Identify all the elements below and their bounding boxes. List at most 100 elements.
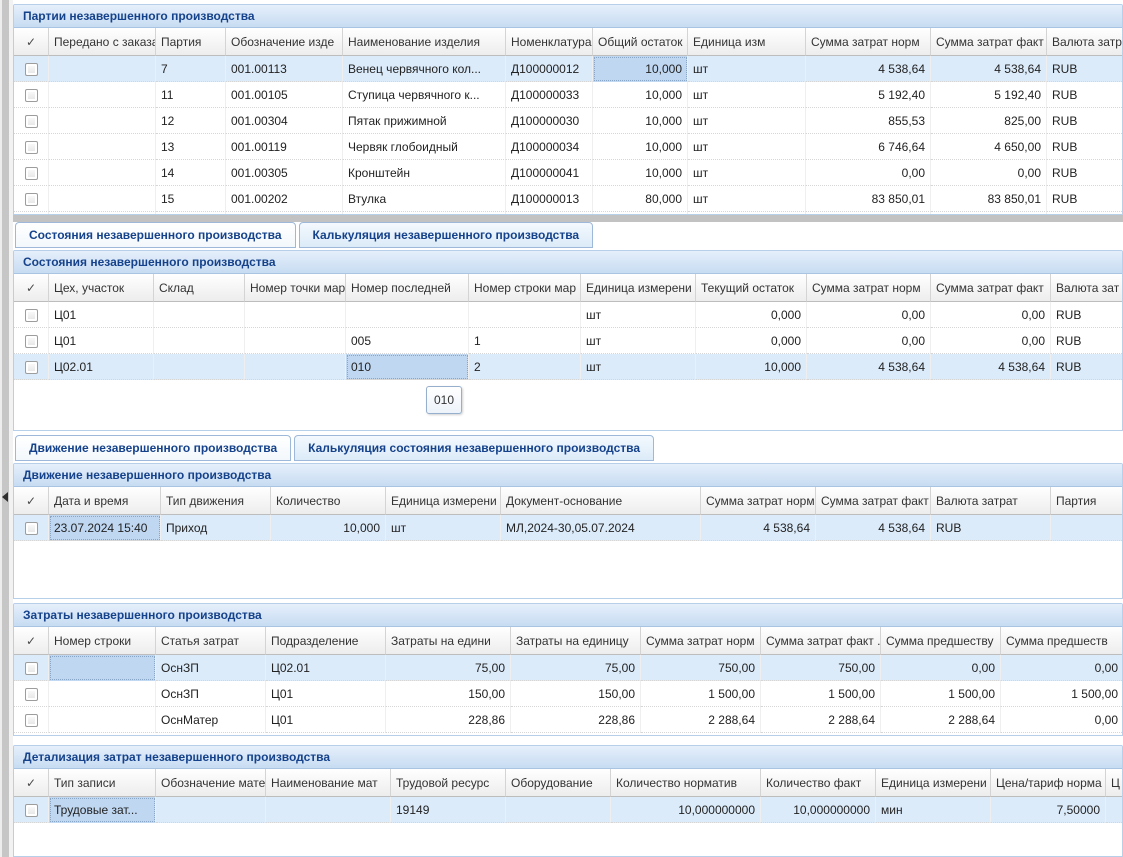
grid-cell[interactable]: 4 650,00: [931, 134, 1047, 160]
tab-states[interactable]: Состояния незавершенного производства: [15, 222, 296, 248]
grid-cell[interactable]: 10,000000000: [611, 797, 761, 823]
grid-cell[interactable]: 21: [156, 212, 226, 214]
grid-cell[interactable]: 001.00105: [226, 82, 343, 108]
column-header[interactable]: Цена/тариф норма: [991, 769, 1106, 797]
grid-cell[interactable]: 1 500,00: [761, 681, 881, 707]
row-checkbox-cell[interactable]: [14, 56, 49, 82]
grid-cell[interactable]: 10,000000000: [761, 797, 876, 823]
row-checkbox-cell[interactable]: [14, 160, 49, 186]
grid-cell[interactable]: Д100000030: [506, 108, 593, 134]
column-header[interactable]: Количество факт: [761, 769, 876, 797]
column-header[interactable]: Трудовой ресурс: [391, 769, 506, 797]
grid-cell[interactable]: 7: [156, 56, 226, 82]
table-row[interactable]: 14 001.00305 Кронштейн Д100000041 10,000 шт 0,…: [14, 160, 1122, 186]
grid-cell[interactable]: RUB: [1047, 134, 1122, 160]
row-checkbox-cell[interactable]: [14, 108, 49, 134]
row-checkbox[interactable]: [24, 661, 38, 675]
grid-cell[interactable]: 228,86: [511, 707, 641, 733]
grid-cell[interactable]: 0,00: [931, 328, 1051, 354]
tab-states-calculation[interactable]: Калькуляция незавершенного производства: [298, 222, 594, 248]
grid-cell[interactable]: 4 538,64: [931, 56, 1047, 82]
column-header[interactable]: Тип записи: [49, 769, 156, 797]
row-checkbox-cell[interactable]: [14, 515, 49, 541]
grid-cell[interactable]: 001.00304: [226, 108, 343, 134]
row-checkbox-cell[interactable]: [14, 655, 49, 681]
column-header[interactable]: Сумма затрат факт: [931, 274, 1051, 302]
grid-cell[interactable]: 0,00: [1001, 707, 1122, 733]
grid-cell[interactable]: [245, 302, 346, 328]
grid-cell[interactable]: 1 500,00: [641, 681, 761, 707]
grid-cell[interactable]: Венец червячного кол...: [343, 56, 506, 82]
row-checkbox[interactable]: [24, 192, 38, 206]
grid-cell[interactable]: Ступица червячного к...: [343, 82, 506, 108]
row-checkbox-cell[interactable]: [14, 212, 49, 214]
grid-cell[interactable]: 2 288,64: [881, 707, 1001, 733]
grid-cell[interactable]: [1051, 515, 1122, 541]
grid-cell[interactable]: 5 192,40: [806, 82, 931, 108]
column-header[interactable]: Партия: [1051, 487, 1122, 515]
column-header[interactable]: Валюта затрат: [931, 487, 1051, 515]
grid-cell[interactable]: Ц02.01: [49, 354, 154, 380]
grid-cell[interactable]: Червяк глобоидный: [343, 134, 506, 160]
grid-cell[interactable]: шт: [581, 354, 696, 380]
grid-cell[interactable]: 0,00: [881, 655, 1001, 681]
grid-cell[interactable]: [245, 354, 346, 380]
grid-cell[interactable]: 10,000: [593, 82, 688, 108]
column-header[interactable]: Передано с заказа: [49, 28, 156, 56]
grid-cell[interactable]: мин: [876, 797, 991, 823]
column-header[interactable]: Единица изм: [688, 28, 806, 56]
grid-cell[interactable]: RUB: [1051, 328, 1122, 354]
row-checkbox[interactable]: [24, 334, 38, 348]
row-checkbox[interactable]: [24, 88, 38, 102]
grid-cell[interactable]: 3 048,00: [931, 212, 1047, 214]
grid-cell[interactable]: Трудовые зат...: [49, 797, 156, 823]
grid-cell[interactable]: 10,000: [696, 354, 807, 380]
grid-cell[interactable]: ОснЗП: [156, 655, 266, 681]
grid-cell[interactable]: RUB: [1047, 82, 1122, 108]
column-header[interactable]: Наименование изделия: [343, 28, 506, 56]
row-checkbox[interactable]: [24, 713, 38, 727]
row-checkbox-cell[interactable]: [14, 707, 49, 733]
grid-cell[interactable]: RUB: [1051, 354, 1122, 380]
grid-cell[interactable]: 750,00: [761, 655, 881, 681]
table-row[interactable]: Трудовые зат... 19149 10,000000000 10,00000…: [14, 797, 1122, 823]
grid-cell[interactable]: 855,53: [806, 108, 931, 134]
grid-cell[interactable]: 10,000: [271, 515, 386, 541]
grid-cell[interactable]: 150,00: [386, 681, 511, 707]
row-checkbox[interactable]: [24, 308, 38, 322]
grid-cell[interactable]: 001.00119: [226, 134, 343, 160]
row-checkbox[interactable]: [24, 114, 38, 128]
grid-cell[interactable]: 14: [156, 160, 226, 186]
row-checkbox-cell[interactable]: [14, 797, 49, 823]
grid-cell[interactable]: [49, 160, 156, 186]
grid-cell[interactable]: 83 850,01: [806, 186, 931, 212]
column-header[interactable]: Оборудование: [506, 769, 611, 797]
grid-cell[interactable]: 825,00: [931, 108, 1047, 134]
grid-cell[interactable]: [49, 212, 156, 214]
column-header[interactable]: Единица измерени: [581, 274, 696, 302]
row-checkbox-cell[interactable]: [14, 82, 49, 108]
select-all-header[interactable]: ✓: [14, 769, 49, 797]
grid-cell[interactable]: 4 538,64: [701, 515, 816, 541]
column-header[interactable]: Сумма затрат норм: [807, 274, 931, 302]
grid-cell[interactable]: 4 538,64: [931, 354, 1051, 380]
grid-cell[interactable]: 001.00305: [226, 160, 343, 186]
grid-cell[interactable]: 3 048,00: [806, 212, 931, 214]
row-checkbox[interactable]: [24, 140, 38, 154]
table-row[interactable]: Ц01 005 1 шт 0,000 0,00 0,00 RUB: [14, 328, 1122, 354]
column-header[interactable]: Валюта зат: [1051, 274, 1122, 302]
grid-cell[interactable]: Ц01: [266, 707, 386, 733]
grid-cell[interactable]: 75,00: [511, 655, 641, 681]
grid-cell[interactable]: 0,00: [807, 328, 931, 354]
select-all-header[interactable]: ✓: [14, 487, 49, 515]
grid-cell[interactable]: Пятак прижимной: [343, 108, 506, 134]
collapse-left-arrow-icon[interactable]: [2, 492, 8, 502]
grid-cell[interactable]: [49, 108, 156, 134]
grid-cell[interactable]: шт: [688, 56, 806, 82]
grid-cell[interactable]: шт: [386, 515, 501, 541]
grid-cell[interactable]: RUB: [1051, 302, 1122, 328]
column-header[interactable]: Сумма предшеств: [1001, 627, 1122, 655]
table-row[interactable]: Ц01 шт 0,000 0,00 0,00 RUB: [14, 302, 1122, 328]
column-header[interactable]: Статья затрат: [156, 627, 266, 655]
grid-cell[interactable]: 19149: [391, 797, 506, 823]
